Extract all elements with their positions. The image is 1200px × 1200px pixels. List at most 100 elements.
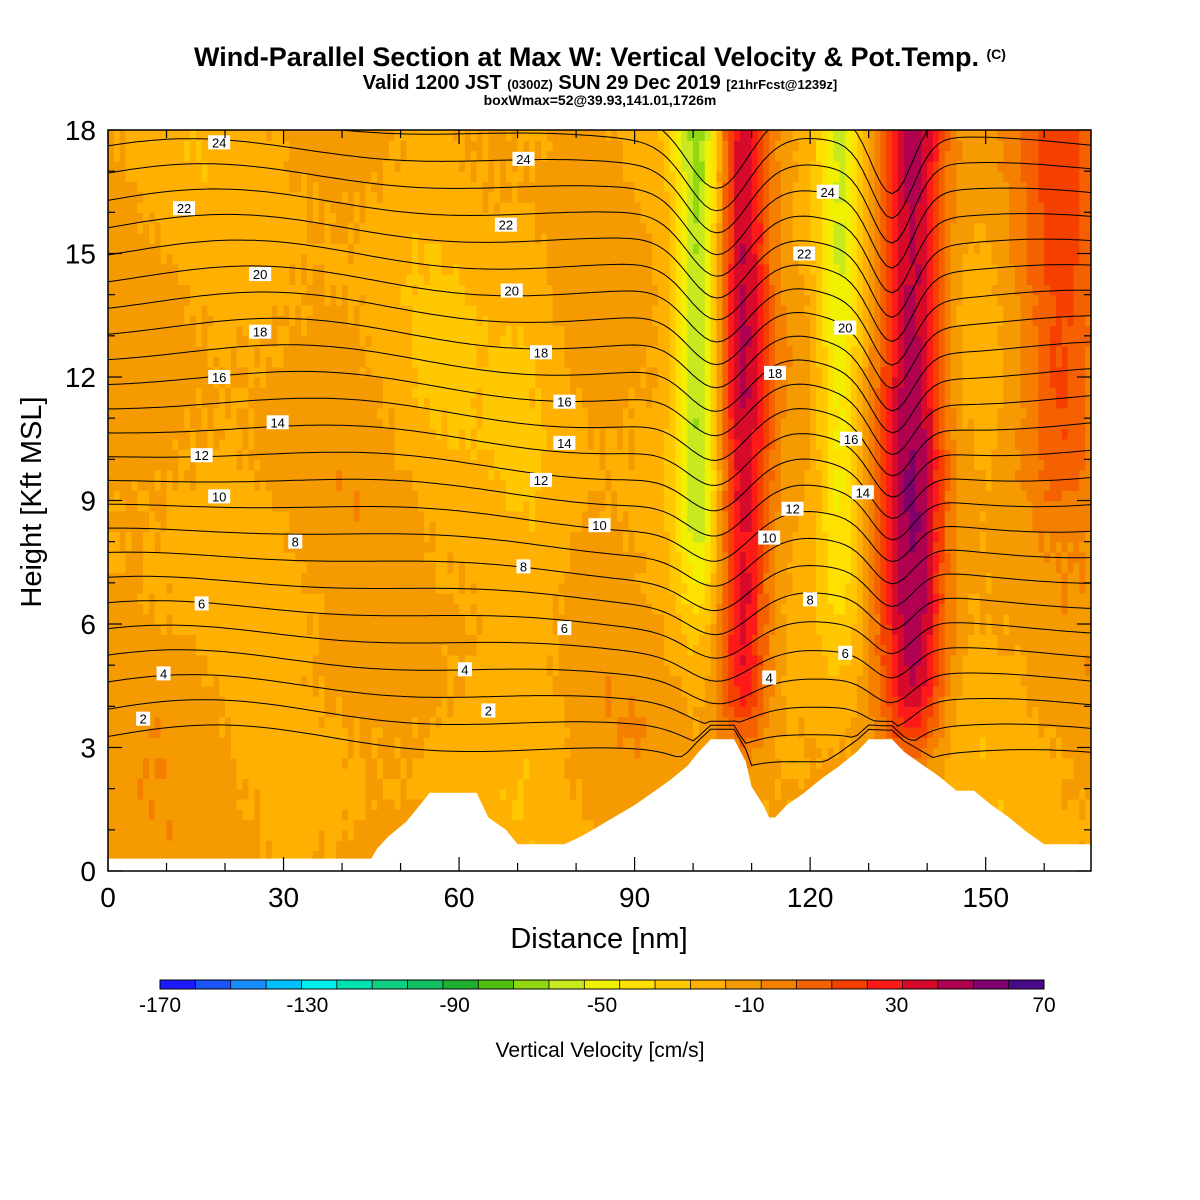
field-cell	[306, 634, 314, 646]
field-cell	[494, 778, 501, 790]
field-cell	[230, 418, 238, 430]
field-cell	[371, 510, 378, 522]
field-cell	[207, 654, 214, 666]
field-cell	[464, 675, 472, 687]
field-cell	[143, 551, 150, 563]
field-cell	[394, 788, 402, 800]
field-cell	[359, 325, 367, 337]
field-cell	[248, 603, 255, 615]
field-cell	[108, 510, 115, 522]
field-cell	[394, 654, 402, 666]
field-cell	[248, 726, 255, 738]
field-cell	[383, 788, 390, 800]
field-cell	[166, 706, 173, 718]
field-cell	[219, 768, 226, 779]
field-cell	[113, 150, 121, 162]
field-cell	[500, 768, 507, 779]
field-cell	[195, 253, 203, 265]
field-cell	[265, 171, 273, 183]
field-cell	[336, 603, 343, 615]
field-cell	[172, 469, 179, 481]
field-cell	[213, 459, 220, 471]
field-cell	[359, 418, 367, 430]
field-cell	[371, 840, 378, 852]
field-cell	[277, 479, 285, 491]
field-cell	[137, 243, 144, 255]
field-cell	[265, 562, 273, 574]
field-cell	[453, 665, 460, 677]
field-cell	[447, 284, 454, 296]
field-cell	[394, 685, 402, 697]
field-cell	[207, 809, 214, 821]
field-cell	[213, 531, 220, 543]
field-cell	[271, 130, 279, 141]
field-cell	[447, 469, 454, 481]
field-cell	[295, 551, 302, 563]
field-cell	[476, 510, 484, 522]
field-cell	[166, 634, 173, 646]
field-cell	[336, 716, 343, 728]
field-cell	[154, 603, 162, 615]
field-cell	[476, 531, 484, 543]
field-cell	[377, 685, 384, 697]
field-cell	[265, 356, 273, 368]
field-cell	[505, 479, 513, 491]
field-cell	[435, 521, 443, 532]
field-cell	[371, 335, 378, 347]
field-cell	[377, 366, 384, 378]
field-cell	[195, 140, 203, 152]
field-cell	[195, 541, 203, 553]
field-cell	[289, 737, 296, 749]
field-cell	[494, 757, 501, 769]
field-cell	[166, 726, 173, 738]
field-cell	[143, 202, 150, 213]
field-cell	[207, 613, 214, 625]
field-cell	[254, 634, 261, 646]
field-cell	[225, 788, 232, 800]
field-cell	[306, 696, 314, 707]
field-cell	[148, 202, 156, 213]
field-cell	[482, 510, 489, 522]
field-cell	[131, 500, 138, 512]
field-cell	[476, 150, 484, 162]
field-cell	[178, 171, 185, 183]
field-cell	[113, 644, 121, 656]
field-cell	[388, 510, 396, 522]
field-cell	[178, 377, 185, 388]
field-cell	[347, 202, 355, 213]
field-cell	[160, 387, 168, 399]
field-cell	[505, 562, 513, 574]
field-cell	[119, 202, 127, 213]
field-cell	[172, 706, 179, 718]
field-cell	[225, 171, 232, 183]
field-cell	[277, 510, 285, 522]
field-cell	[324, 737, 331, 749]
field-cell	[254, 654, 261, 666]
field-cell	[113, 191, 121, 203]
field-cell	[248, 140, 255, 152]
field-cell	[301, 840, 308, 852]
field-cell	[494, 397, 501, 409]
field-cell	[359, 150, 367, 162]
field-cell	[464, 603, 472, 615]
field-cell	[418, 675, 425, 687]
field-cell	[353, 490, 361, 502]
field-cell	[383, 685, 390, 697]
field-cell	[236, 366, 244, 378]
field-cell	[306, 418, 314, 430]
field-cell	[488, 428, 495, 440]
field-cell	[295, 850, 302, 862]
field-cell	[131, 294, 138, 306]
field-cell	[388, 387, 396, 399]
field-cell	[482, 356, 489, 368]
field-cell	[453, 356, 460, 368]
field-cell	[125, 377, 132, 388]
field-cell	[464, 294, 472, 306]
field-cell	[108, 428, 115, 440]
field-cell	[511, 798, 519, 810]
field-cell	[236, 325, 244, 337]
field-cell	[342, 562, 349, 574]
field-cell	[476, 253, 484, 265]
field-cell	[271, 212, 279, 224]
field-cell	[189, 593, 197, 605]
